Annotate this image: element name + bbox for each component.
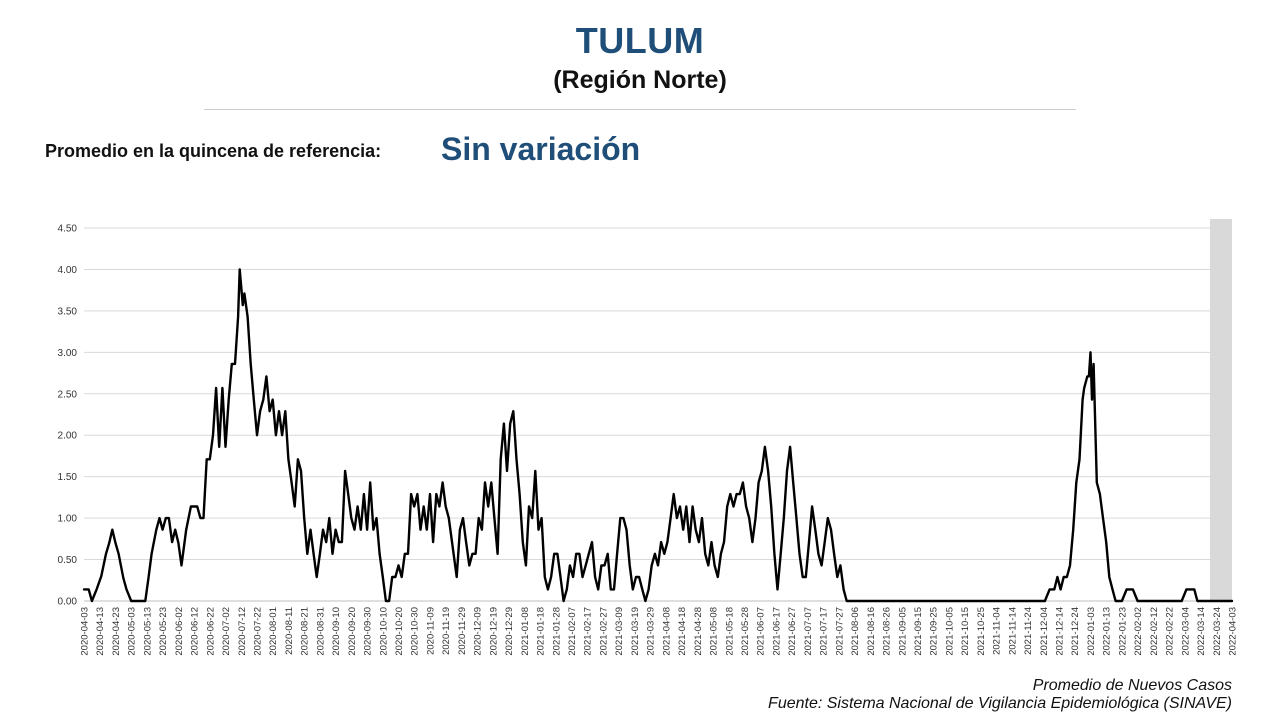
y-tick-label: 2.00 — [58, 431, 78, 442]
x-tick-label: 2021-07-17 — [819, 607, 830, 656]
y-tick-label: 1.50 — [58, 472, 78, 483]
x-tick-label: 2021-07-27 — [834, 607, 845, 656]
x-tick-label: 2020-08-31 — [315, 607, 326, 656]
x-tick-label: 2021-07-07 — [803, 607, 814, 656]
y-tick-label: 2.50 — [58, 389, 78, 400]
x-tick-label: 2022-01-23 — [1117, 607, 1128, 656]
shaded-region — [1209, 219, 1232, 601]
x-tick-label: 2021-01-18 — [536, 607, 547, 656]
x-tick-label: 2021-11-24 — [1023, 607, 1034, 655]
x-tick-label: 2020-08-01 — [268, 607, 279, 656]
x-tick-label: 2020-12-19 — [488, 607, 499, 656]
divider — [204, 109, 1076, 110]
x-tick-label: 2021-06-17 — [771, 607, 782, 656]
reference-label: Promedio en la quincena de referencia: — [45, 141, 382, 161]
x-tick-label: 2020-11-19 — [441, 607, 452, 655]
x-tick-label: 2020-09-20 — [347, 607, 358, 656]
x-tick-label: 2022-01-03 — [1086, 607, 1097, 656]
x-tick-label: 2022-03-04 — [1180, 607, 1191, 656]
x-tick-label: 2021-08-16 — [866, 607, 877, 656]
x-tick-label: 2021-01-28 — [551, 607, 562, 656]
x-tick-label: 2021-02-07 — [567, 607, 578, 656]
x-tick-label: 2021-06-27 — [787, 607, 798, 656]
x-tick-label: 2021-06-07 — [756, 607, 767, 656]
x-tick-label: 2020-07-02 — [221, 607, 232, 656]
x-tick-label: 2021-02-27 — [598, 607, 609, 656]
reference-value: Sin variación — [441, 131, 641, 167]
x-tick-label: 2020-07-22 — [252, 607, 263, 656]
y-tick-label: 4.50 — [58, 224, 78, 235]
y-tick-label: 3.50 — [58, 306, 78, 317]
x-tick-label: 2021-05-28 — [740, 607, 751, 656]
x-tick-label: 2021-05-18 — [724, 607, 735, 656]
x-tick-label: 2021-12-24 — [1070, 607, 1081, 656]
x-tick-label: 2021-08-26 — [882, 607, 893, 656]
x-tick-label: 2020-12-29 — [504, 607, 515, 656]
x-tick-label: 2020-09-30 — [363, 607, 374, 656]
x-tick-label: 2021-09-15 — [913, 607, 924, 656]
footer-caption: Promedio de Nuevos Casos — [1032, 677, 1232, 694]
x-tick-label: 2022-01-13 — [1102, 607, 1113, 656]
x-tick-label: 2022-03-14 — [1196, 607, 1207, 656]
x-tick-label: 2021-03-29 — [646, 607, 657, 656]
x-tick-label: 2021-04-08 — [661, 607, 672, 656]
series-line — [82, 268, 1234, 603]
footer-source: Fuente: Sistema Nacional de Vigilancia E… — [768, 695, 1232, 712]
x-tick-label: 2021-10-25 — [976, 607, 987, 656]
x-tick-label: 2021-02-17 — [583, 607, 594, 656]
y-tick-label: 1.00 — [58, 514, 78, 525]
x-tick-label: 2021-11-14 — [1007, 607, 1018, 655]
x-tick-label: 2021-09-05 — [897, 607, 908, 656]
x-tick-label: 2020-11-29 — [457, 607, 468, 655]
x-tick-label: 2020-04-13 — [95, 607, 106, 656]
page-subtitle: (Región Norte) — [553, 66, 727, 94]
x-tick-label: 2021-10-05 — [944, 607, 955, 656]
x-tick-label: 2020-06-02 — [174, 607, 185, 656]
x-tick-label: 2020-06-22 — [205, 607, 216, 656]
x-tick-label: 2020-11-09 — [425, 607, 436, 655]
x-tick-label: 2020-12-09 — [473, 607, 484, 656]
x-tick-label: 2020-10-20 — [394, 607, 405, 656]
x-tick-label: 2022-04-03 — [1228, 607, 1239, 656]
x-tick-label: 2021-04-18 — [677, 607, 688, 656]
x-tick-label: 2021-10-15 — [960, 607, 971, 656]
x-tick-label: 2021-09-25 — [929, 607, 940, 656]
y-tick-label: 4.00 — [58, 265, 78, 276]
x-tick-label: 2020-07-12 — [237, 607, 248, 656]
x-tick-label: 2022-02-22 — [1165, 607, 1176, 656]
x-tick-label: 2021-12-04 — [1039, 607, 1050, 656]
x-tick-label: 2021-01-08 — [520, 607, 531, 656]
x-tick-label: 2020-05-13 — [142, 607, 153, 656]
x-tick-label: 2020-05-03 — [127, 607, 138, 656]
x-tick-label: 2020-04-03 — [80, 607, 91, 656]
x-tick-label: 2021-03-19 — [630, 607, 641, 656]
x-tick-label: 2020-09-10 — [331, 607, 342, 656]
page-title: TULUM — [575, 20, 705, 61]
x-tick-label: 2020-08-11 — [284, 607, 295, 655]
x-tick-label: 2022-03-24 — [1212, 607, 1223, 656]
y-tick-label: 0.50 — [58, 555, 78, 566]
x-tick-label: 2021-08-06 — [850, 607, 861, 656]
x-tick-label: 2020-10-30 — [410, 607, 421, 656]
y-tick-label: 3.00 — [58, 348, 78, 359]
x-tick-label: 2021-05-08 — [709, 607, 720, 656]
x-tick-label: 2022-02-02 — [1133, 607, 1144, 656]
x-tick-label: 2021-04-28 — [693, 607, 704, 656]
x-tick-label: 2021-03-09 — [614, 607, 625, 656]
x-tick-label: 2021-11-04 — [992, 607, 1003, 655]
x-tick-label: 2020-06-12 — [190, 607, 201, 656]
x-tick-label: 2020-05-23 — [158, 607, 169, 656]
x-tick-label: 2020-10-10 — [378, 607, 389, 656]
x-tick-label: 2022-02-12 — [1149, 607, 1160, 656]
y-tick-label: 0.00 — [58, 597, 78, 608]
x-tick-label: 2020-04-23 — [111, 607, 122, 656]
x-tick-label: 2020-08-21 — [300, 607, 311, 656]
x-tick-label: 2021-12-14 — [1055, 607, 1066, 656]
